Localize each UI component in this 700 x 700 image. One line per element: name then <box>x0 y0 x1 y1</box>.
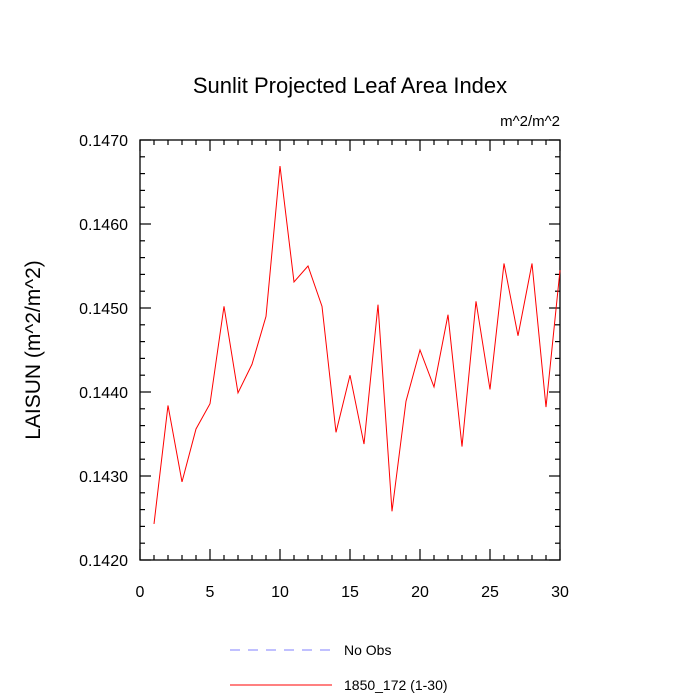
y-axis-label: LAISUN (m^2/m^2) <box>22 260 45 440</box>
legend-label: 1850_172 (1-30) <box>344 677 448 693</box>
y-tick-label: 0.1420 <box>79 553 128 570</box>
series-layer <box>153 165 561 524</box>
x-tick-label: 5 <box>206 584 215 601</box>
x-tick-label: 30 <box>551 584 569 601</box>
x-tick-label: 0 <box>136 584 145 601</box>
y-tick-label: 0.1430 <box>79 469 128 486</box>
x-tick-label: 10 <box>271 584 289 601</box>
y-tick-label: 0.1440 <box>79 385 128 402</box>
plot-frame <box>139 139 561 561</box>
y-tick-label: 0.1460 <box>79 217 128 234</box>
chart-title: Sunlit Projected Leaf Area Index <box>193 73 507 98</box>
legend: No Obs 1850_172 (1-30) <box>230 642 448 693</box>
x-ticks: 0 5 10 15 20 25 30 <box>136 140 569 601</box>
x-tick-label: 15 <box>341 584 359 601</box>
y-tick-label: 0.1470 <box>79 133 128 150</box>
units-label: m^2/m^2 <box>500 113 560 130</box>
x-tick-label: 20 <box>411 584 429 601</box>
y-ticks: 0.1420 0.1430 0.1440 0.1450 0.1460 0.1470 <box>79 133 560 570</box>
legend-label: No Obs <box>344 642 391 658</box>
y-tick-label: 0.1450 <box>79 301 128 318</box>
series-line <box>153 165 561 524</box>
x-tick-label: 25 <box>481 584 499 601</box>
